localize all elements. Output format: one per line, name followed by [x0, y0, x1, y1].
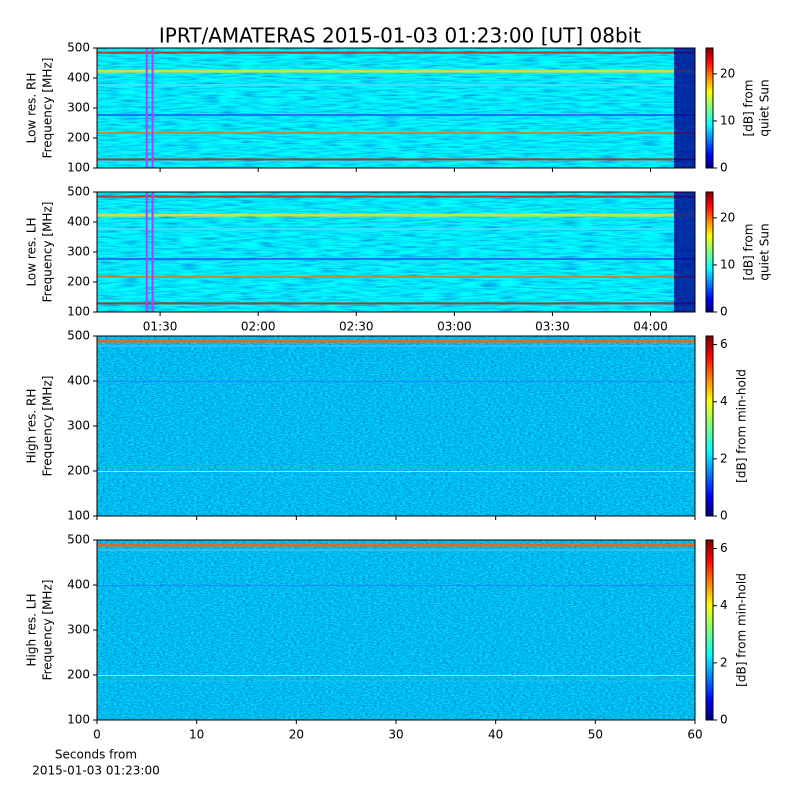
colorbar-tick-label: 0: [720, 509, 728, 523]
y-tick-label: 300: [67, 419, 90, 433]
y-axis-label: Low res. RH: [25, 73, 39, 144]
colorbar-tick-label: 10: [720, 113, 735, 127]
spectrogram-band: [97, 471, 695, 472]
y-axis-label: High res. RH: [25, 389, 39, 464]
spectrogram-band: [97, 132, 695, 134]
spectrogram-band: [97, 345, 695, 347]
spectrogram-band: [97, 114, 695, 116]
y-tick-label: 300: [67, 623, 90, 637]
spectrogram-band: [97, 51, 695, 54]
colorbar-tick-label: 6: [720, 337, 728, 351]
spectrogram-image: [97, 540, 695, 720]
x-tick-label: 01:30: [143, 320, 178, 334]
x-tick-label: 60: [687, 728, 702, 742]
y-tick-label: 200: [67, 131, 90, 145]
y-tick-label: 500: [67, 329, 90, 343]
data-gap: [674, 192, 695, 312]
y-axis-label: Frequency [MHz]: [41, 58, 55, 159]
colorbar-tick-label: 6: [720, 541, 728, 555]
x-tick-label: 50: [588, 728, 603, 742]
x-tick-label: 02:30: [339, 320, 374, 334]
y-tick-label: 100: [67, 509, 90, 523]
x-tick-label: 03:00: [437, 320, 472, 334]
spectrogram-band: [97, 195, 695, 198]
spectrogram-band: [97, 213, 695, 217]
spectrogram-band: [97, 549, 695, 551]
colorbar-tick-label: 10: [720, 257, 735, 271]
colorbar-tick-label: 2: [720, 451, 728, 465]
y-tick-label: 400: [67, 374, 90, 388]
spectrogram-band: [97, 158, 695, 161]
y-tick-label: 400: [67, 71, 90, 85]
colorbar-tick-label: 4: [720, 598, 728, 612]
colorbar-tick-label: 20: [720, 66, 735, 80]
y-axis-label: Low res. LH: [25, 217, 39, 286]
spectrogram-band: [97, 339, 695, 343]
figure-title: IPRT/AMATERAS 2015-01-03 01:23:00 [UT] 0…: [159, 24, 641, 48]
x-tick-label: 0: [93, 728, 101, 742]
spectrogram-band: [97, 675, 695, 676]
spectrogram-band: [97, 276, 695, 278]
x-tick-label: 30: [388, 728, 403, 742]
y-tick-label: 200: [67, 464, 90, 478]
spectrogram-band: [97, 680, 695, 682]
spectrogram-band: [97, 476, 695, 478]
spectrogram-band: [97, 69, 695, 73]
y-axis-label: Frequency [MHz]: [41, 580, 55, 681]
colorbar-tick-label: 2: [720, 655, 728, 669]
colorbar: [705, 335, 714, 517]
colorbar-label: quiet Sun: [758, 223, 772, 280]
spectrogram-band: [97, 585, 695, 586]
colorbar-label: [dB] from: [742, 224, 756, 281]
y-axis-label: High res. LH: [25, 593, 39, 666]
colorbar-label: [dB] from min-hold: [735, 573, 749, 687]
spectrogram-band: [97, 228, 695, 230]
y-tick-label: 500: [67, 185, 90, 199]
y-tick-label: 200: [67, 668, 90, 682]
spectrogram-image: [97, 336, 695, 516]
y-tick-label: 300: [67, 101, 90, 115]
y-tick-label: 100: [67, 305, 90, 319]
x-tick-label: 40: [488, 728, 503, 742]
y-tick-label: 100: [67, 713, 90, 727]
colorbar-tick-label: 0: [720, 305, 728, 319]
x-tick-label: 04:00: [633, 320, 668, 334]
y-tick-label: 500: [67, 41, 90, 55]
y-tick-label: 300: [67, 245, 90, 259]
spectrogram-image: [97, 192, 695, 312]
colorbar-label: [dB] from: [742, 80, 756, 137]
x-axis-label: 2015-01-03 01:23:00: [32, 764, 159, 778]
colorbar: [705, 191, 714, 313]
colorbar-tick-label: 0: [720, 713, 728, 727]
x-tick-label: 10: [189, 728, 204, 742]
data-gap: [674, 48, 695, 168]
y-tick-label: 400: [67, 215, 90, 229]
y-tick-label: 500: [67, 533, 90, 547]
spectrogram-band: [97, 84, 695, 86]
spectrogram-band: [97, 302, 695, 305]
x-tick-label: 20: [289, 728, 304, 742]
colorbar-label: quiet Sun: [758, 79, 772, 136]
colorbar: [705, 47, 714, 169]
spectrogram-band: [97, 543, 695, 547]
colorbar-tick-label: 20: [720, 210, 735, 224]
spectrogram-image: [97, 48, 695, 168]
x-tick-label: 02:00: [241, 320, 276, 334]
spectrogram-band: [97, 381, 695, 382]
colorbar: [705, 539, 714, 721]
colorbar-tick-label: 0: [720, 161, 728, 175]
y-tick-label: 400: [67, 578, 90, 592]
y-axis-label: Frequency [MHz]: [41, 202, 55, 303]
y-axis-label: Frequency [MHz]: [41, 376, 55, 477]
y-tick-label: 200: [67, 275, 90, 289]
spectrogram-band: [97, 258, 695, 260]
y-tick-label: 100: [67, 161, 90, 175]
colorbar-label: [dB] from min-hold: [735, 369, 749, 483]
colorbar-tick-label: 4: [720, 394, 728, 408]
x-tick-label: 03:30: [535, 320, 570, 334]
x-axis-label: Seconds from: [55, 748, 137, 762]
